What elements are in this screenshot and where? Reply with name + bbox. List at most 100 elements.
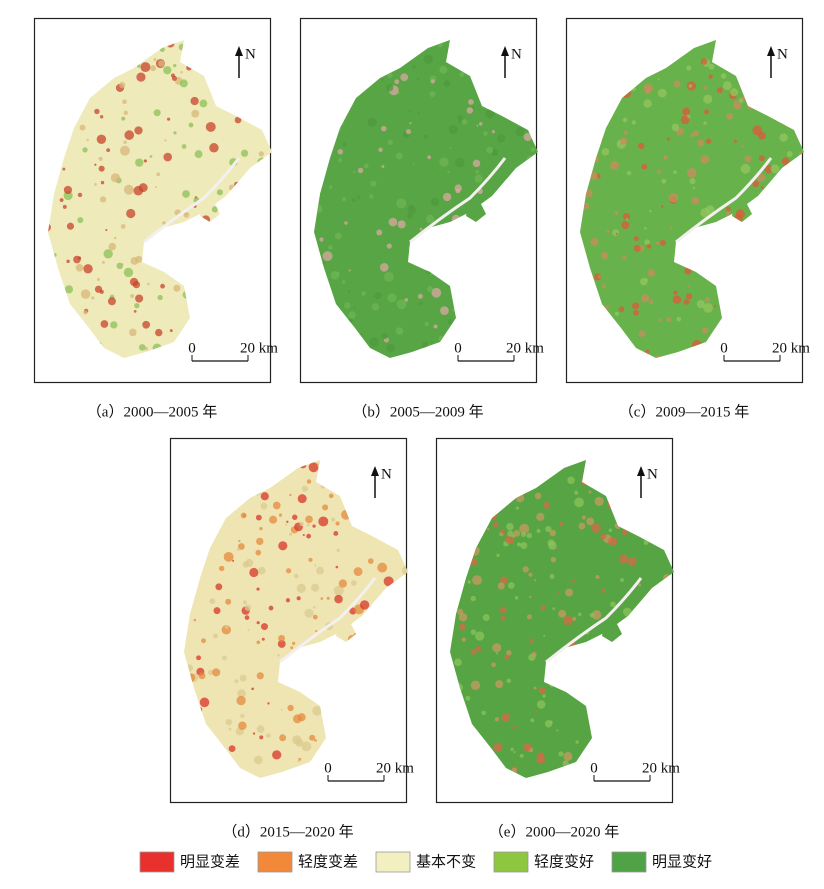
texture-patch xyxy=(506,522,514,531)
texture-patch xyxy=(534,579,537,582)
texture-patch xyxy=(320,597,324,600)
texture-patch xyxy=(412,162,415,165)
legend-label: 明显变差 xyxy=(180,853,240,870)
texture-patch xyxy=(720,73,727,79)
texture-patch xyxy=(589,612,595,618)
texture-patch xyxy=(278,513,283,517)
texture-patch xyxy=(504,654,510,660)
texture-patch xyxy=(545,525,552,533)
texture-patch xyxy=(506,650,512,656)
texture-patch xyxy=(536,754,546,764)
legend-swatch xyxy=(375,851,411,873)
texture-patch xyxy=(285,568,292,574)
texture-patch xyxy=(66,259,70,264)
texture-patch xyxy=(134,302,140,309)
texture-patch xyxy=(119,81,126,89)
texture-patch xyxy=(394,79,400,85)
texture-patch xyxy=(538,687,546,694)
texture-patch xyxy=(334,594,343,604)
texture-patch xyxy=(297,759,301,763)
texture-patch xyxy=(306,479,312,484)
texture-patch xyxy=(640,277,648,286)
texture-patch xyxy=(383,272,394,282)
texture-patch xyxy=(491,130,495,134)
map-panel: N 0 20 km xyxy=(299,17,544,384)
texture-patch xyxy=(515,506,520,510)
texture-patch xyxy=(471,106,475,109)
texture-patch xyxy=(475,631,485,641)
legend-swatch xyxy=(493,851,529,873)
texture-patch xyxy=(98,156,103,161)
texture-patch xyxy=(423,134,429,139)
texture-patch xyxy=(267,702,270,705)
texture-patch xyxy=(157,60,165,67)
texture-patch xyxy=(182,190,190,198)
texture-patch xyxy=(703,303,713,313)
texture-patch xyxy=(591,523,601,533)
texture-patch xyxy=(589,172,598,181)
texture-patch xyxy=(292,514,298,520)
texture-patch xyxy=(704,296,711,303)
texture-patch xyxy=(457,115,463,121)
texture-patch xyxy=(322,251,333,262)
river xyxy=(143,157,241,244)
texture-patch xyxy=(621,221,630,230)
texture-patch xyxy=(135,158,144,167)
texture-patch xyxy=(672,295,682,304)
texture-patch xyxy=(179,79,188,88)
texture-patch xyxy=(407,653,408,656)
texture-patch xyxy=(544,720,553,728)
texture-patch xyxy=(474,174,483,183)
texture-patch xyxy=(342,142,347,147)
texture-patch xyxy=(526,532,533,539)
texture-patch xyxy=(673,290,678,295)
texture-patch xyxy=(574,490,579,495)
texture-patch xyxy=(397,220,406,229)
texture-patch xyxy=(402,565,408,576)
texture-patch xyxy=(500,528,505,534)
texture-patch xyxy=(157,294,163,301)
texture-patch xyxy=(256,725,265,733)
texture-patch xyxy=(242,600,247,605)
texture-patch xyxy=(215,583,223,591)
texture-patch xyxy=(697,139,705,147)
texture-patch xyxy=(481,710,486,716)
texture-patch xyxy=(565,588,574,597)
texture-patch xyxy=(312,614,318,620)
texture-patch xyxy=(620,578,624,582)
texture-patch xyxy=(94,285,103,293)
texture-patch xyxy=(507,530,514,537)
texture-patch xyxy=(482,614,490,622)
texture-patch xyxy=(696,300,705,309)
texture-patch xyxy=(116,262,124,270)
texture-patch xyxy=(669,227,673,230)
texture-patch xyxy=(265,733,271,738)
texture-patch xyxy=(100,180,105,185)
texture-patch xyxy=(608,528,613,532)
texture-patch xyxy=(468,99,474,105)
texture-patch xyxy=(238,543,245,550)
texture-patch xyxy=(191,109,200,118)
texture-patch xyxy=(331,517,336,522)
texture-patch xyxy=(169,329,173,332)
texture-patch xyxy=(376,229,383,236)
texture-patch xyxy=(686,65,692,71)
texture-patch xyxy=(386,243,392,249)
texture-patch xyxy=(94,163,97,166)
scale-end-label: 20 km xyxy=(772,340,810,356)
texture-patch xyxy=(756,173,766,183)
texture-patch xyxy=(110,321,118,329)
texture-patch xyxy=(419,301,423,306)
texture-patch xyxy=(292,735,302,745)
texture-patch xyxy=(741,145,745,148)
texture-patch xyxy=(470,680,481,691)
texture-patch xyxy=(513,529,521,537)
texture-patch xyxy=(353,170,356,174)
texture-patch xyxy=(588,490,592,494)
texture-patch xyxy=(548,541,557,550)
texture-patch xyxy=(522,566,529,573)
texture-patch xyxy=(292,714,302,724)
texture-patch xyxy=(290,646,294,650)
texture-patch xyxy=(510,747,514,752)
